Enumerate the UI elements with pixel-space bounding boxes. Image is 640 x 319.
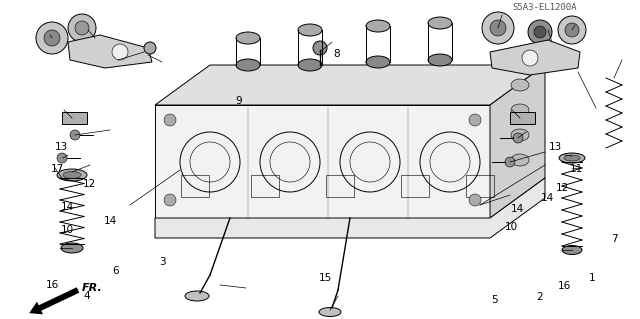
Ellipse shape: [185, 291, 209, 301]
Circle shape: [44, 30, 60, 46]
FancyArrow shape: [29, 287, 79, 314]
Ellipse shape: [511, 154, 529, 166]
Text: 10: 10: [61, 225, 74, 235]
Ellipse shape: [57, 169, 87, 181]
Circle shape: [164, 194, 176, 206]
Text: 7: 7: [611, 234, 618, 244]
Polygon shape: [155, 65, 545, 105]
Text: 17: 17: [51, 164, 65, 174]
Text: 11: 11: [570, 164, 583, 174]
Circle shape: [75, 21, 89, 35]
Circle shape: [144, 42, 156, 54]
Polygon shape: [155, 178, 545, 238]
Bar: [466, 175, 494, 197]
Circle shape: [482, 12, 514, 44]
Ellipse shape: [559, 153, 585, 163]
Ellipse shape: [562, 246, 582, 255]
Polygon shape: [155, 105, 490, 218]
Text: 13: 13: [549, 142, 563, 152]
Polygon shape: [68, 35, 152, 68]
Circle shape: [513, 133, 523, 143]
Circle shape: [558, 16, 586, 44]
Circle shape: [164, 114, 176, 126]
Circle shape: [68, 14, 96, 42]
Text: 12: 12: [83, 179, 97, 189]
Ellipse shape: [564, 155, 580, 161]
Ellipse shape: [366, 56, 390, 68]
Bar: [401, 175, 429, 197]
Ellipse shape: [298, 24, 322, 36]
Text: 5: 5: [492, 295, 498, 306]
Text: 13: 13: [54, 142, 68, 152]
Text: 6: 6: [112, 265, 118, 276]
Ellipse shape: [61, 243, 83, 253]
Ellipse shape: [319, 308, 341, 316]
Text: 16: 16: [46, 279, 60, 290]
Text: 15: 15: [319, 272, 332, 283]
Circle shape: [112, 44, 128, 60]
Text: 10: 10: [504, 222, 518, 232]
Polygon shape: [490, 40, 580, 75]
Ellipse shape: [366, 20, 390, 32]
Text: FR.: FR.: [82, 283, 103, 293]
Circle shape: [490, 20, 506, 36]
Ellipse shape: [428, 54, 452, 66]
Text: 12: 12: [556, 183, 569, 193]
Ellipse shape: [511, 129, 529, 141]
Text: 14: 14: [104, 216, 117, 226]
Circle shape: [505, 157, 515, 167]
Circle shape: [522, 50, 538, 66]
Bar: [326, 175, 354, 197]
Ellipse shape: [298, 59, 322, 71]
Ellipse shape: [236, 32, 260, 44]
Circle shape: [57, 153, 67, 163]
Bar: [510, 112, 535, 124]
Circle shape: [534, 26, 546, 38]
Circle shape: [469, 114, 481, 126]
Text: 4: 4: [83, 291, 90, 301]
Circle shape: [70, 130, 80, 140]
Bar: [251, 175, 279, 197]
Text: 2: 2: [536, 292, 543, 302]
Text: 14: 14: [61, 202, 74, 212]
Text: 1: 1: [589, 272, 595, 283]
Text: 9: 9: [236, 96, 242, 107]
Circle shape: [36, 22, 68, 54]
Polygon shape: [490, 65, 545, 218]
Circle shape: [528, 20, 552, 44]
Ellipse shape: [428, 17, 452, 29]
Circle shape: [469, 194, 481, 206]
Text: 16: 16: [558, 280, 572, 291]
Bar: [62, 112, 87, 124]
Ellipse shape: [236, 59, 260, 71]
Circle shape: [313, 41, 327, 55]
Text: 3: 3: [159, 256, 165, 267]
Text: 14: 14: [541, 193, 554, 203]
Ellipse shape: [63, 172, 81, 179]
Text: 14: 14: [511, 204, 524, 214]
Ellipse shape: [511, 79, 529, 91]
Text: S5A3-EL1200A: S5A3-EL1200A: [512, 3, 577, 12]
Circle shape: [565, 23, 579, 37]
Bar: [181, 175, 209, 197]
Ellipse shape: [511, 104, 529, 116]
Text: 8: 8: [333, 48, 339, 59]
